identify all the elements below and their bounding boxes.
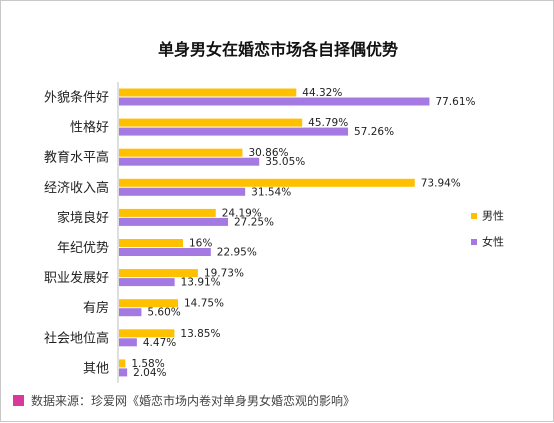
- value-label-female: 13.91%: [181, 277, 221, 289]
- value-label-male: 13.85%: [180, 328, 220, 340]
- source-note: 数据来源：珍爱网《婚恋市场内卷对单身男女婚恋观的影响》: [31, 393, 355, 408]
- value-label-male: 44.32%: [302, 87, 342, 99]
- value-labels: 44.32% 77.61% 45.79% 57.26% 30.86%35.05% 73.9…: [131, 87, 475, 379]
- value-label-female: 22.95%: [217, 247, 257, 259]
- category-label: 年纪优势: [57, 240, 109, 256]
- bar-female: [119, 338, 137, 347]
- bar-male: [119, 239, 183, 247]
- legend-swatch-male: [471, 213, 477, 219]
- value-label-female: 5.60%: [147, 307, 180, 319]
- bar-male: [119, 359, 126, 368]
- legend-label-female: 女性: [482, 235, 504, 249]
- value-label-female: 77.61%: [435, 96, 475, 108]
- bar-male: [119, 269, 198, 278]
- value-label-male: 19.73%: [204, 268, 244, 280]
- category-label: 职业发展好: [44, 270, 109, 286]
- value-label-female: 4.47%: [143, 337, 176, 349]
- legend-label-male: 男性: [482, 209, 504, 223]
- value-label-female: 2.04%: [133, 367, 166, 379]
- value-label-male: 45.79%: [308, 117, 348, 129]
- bar-female: [119, 308, 142, 317]
- bar-female: [119, 278, 175, 287]
- value-label-male: 16%: [189, 238, 212, 250]
- bar-male: [119, 329, 175, 338]
- category-label: 经济收入高: [44, 180, 109, 196]
- value-label-female: 35.05%: [265, 156, 305, 168]
- bar-male: [119, 178, 415, 187]
- bar-female: [119, 157, 260, 166]
- bar-female: [119, 97, 430, 106]
- bar-female: [119, 248, 211, 256]
- chart-title: 单身男女在婚恋市场各自择偶优势: [158, 40, 398, 59]
- value-label-male: 24.19%: [222, 207, 262, 219]
- category-label: 家境良好: [57, 210, 109, 226]
- bar-female: [119, 187, 246, 196]
- category-label: 教育水平高: [44, 150, 109, 166]
- bar-male: [119, 118, 303, 127]
- category-label: 有房: [83, 300, 109, 316]
- value-label-male: 73.94%: [421, 177, 461, 189]
- bar-male: [119, 299, 178, 308]
- value-label-male: 14.75%: [184, 298, 224, 310]
- bar-female: [119, 217, 228, 226]
- category-label: 性格好: [70, 120, 109, 136]
- value-label-female: 31.54%: [251, 186, 291, 198]
- bars: [119, 88, 430, 377]
- bar-male: [119, 88, 297, 97]
- value-label-male: 30.86%: [248, 147, 288, 159]
- bar-female: [119, 368, 128, 377]
- category-label: 外貌条件好: [44, 90, 109, 106]
- value-label-female: 27.25%: [234, 216, 274, 228]
- bar-male: [119, 208, 216, 217]
- legend-swatch-female: [471, 239, 477, 245]
- value-label-male: 1.58%: [131, 358, 164, 370]
- bar-female: [119, 127, 349, 136]
- category-label: 其他: [83, 361, 109, 376]
- bar-male: [119, 148, 243, 157]
- category-label: 社会地位高: [44, 330, 109, 346]
- source-marker: [13, 395, 24, 406]
- value-label-female: 57.26%: [354, 126, 394, 138]
